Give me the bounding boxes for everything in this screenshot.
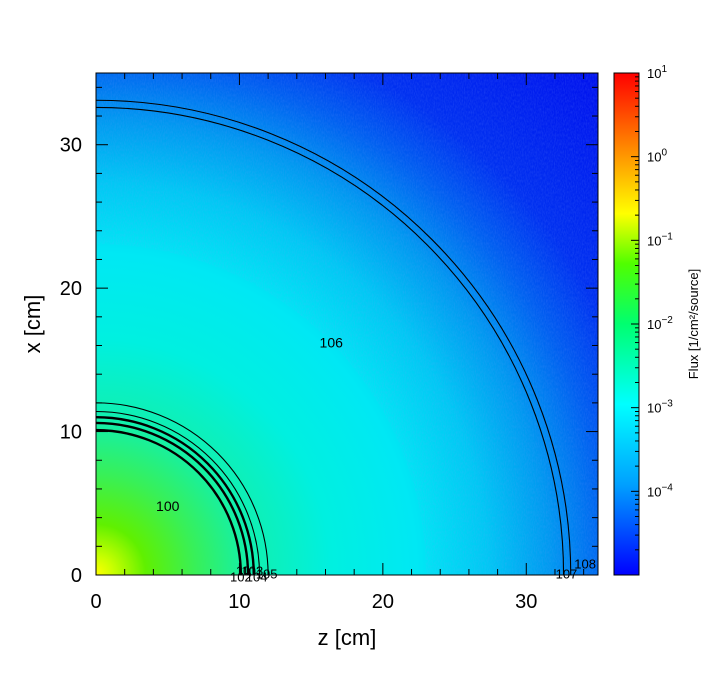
region-label-106: 106	[320, 335, 344, 351]
x-tick-label-20: 20	[372, 591, 394, 613]
boundary-arc-0	[96, 428, 243, 575]
y-tick-label-30: 30	[60, 135, 82, 157]
colorbar-tick-label: 100	[647, 148, 667, 165]
region-label-105: 105	[256, 567, 278, 582]
colorbar-tick-label: 10−4	[647, 482, 673, 499]
y-tick-label-20: 20	[60, 278, 82, 300]
plot-frame	[95, 72, 599, 576]
boundary-arc-4	[96, 402, 269, 575]
x-tick-label-10: 10	[228, 591, 250, 613]
colorbar-tick-label: 10−1	[647, 231, 673, 248]
boundary-arc-1	[96, 421, 250, 575]
colorbar-tick-label: 10−2	[647, 315, 673, 332]
region-label-104: 104	[246, 569, 268, 584]
y-axis-title: x [cm]	[20, 295, 45, 354]
x-tick-label-30: 30	[515, 591, 537, 613]
colorbar-title: Flux [1/cm²/source]	[686, 269, 701, 380]
region-label-107: 107	[556, 567, 578, 582]
boundary-arc-6	[96, 99, 572, 575]
region-label-108: 108	[574, 557, 596, 572]
colorbar: 101 100 10−1 10−2 10−3 10−4 Flux [1/cm²/sourc…	[613, 64, 701, 576]
x-axis-title: z [cm]	[318, 625, 377, 650]
y-tick-label-10: 10	[60, 422, 82, 444]
y-tick-label-0: 0	[71, 565, 82, 587]
x-axis-ticks: 0 10 20 30	[90, 73, 585, 613]
region-label-100: 100	[156, 498, 180, 514]
boundary-arc-5	[96, 106, 565, 575]
region-label-102: 102	[230, 569, 252, 584]
region-boundaries	[96, 99, 572, 575]
x-tick-label-0: 0	[90, 591, 101, 613]
boundary-arc-3	[96, 410, 261, 575]
colorbar-tick-label: 101	[647, 64, 667, 81]
flux-noise-texture	[96, 73, 598, 575]
boundary-arc-2	[96, 416, 255, 575]
y-axis-ticks: 0 10 20 30	[60, 86, 598, 587]
colorbar-tick-label: 10−3	[647, 399, 673, 416]
